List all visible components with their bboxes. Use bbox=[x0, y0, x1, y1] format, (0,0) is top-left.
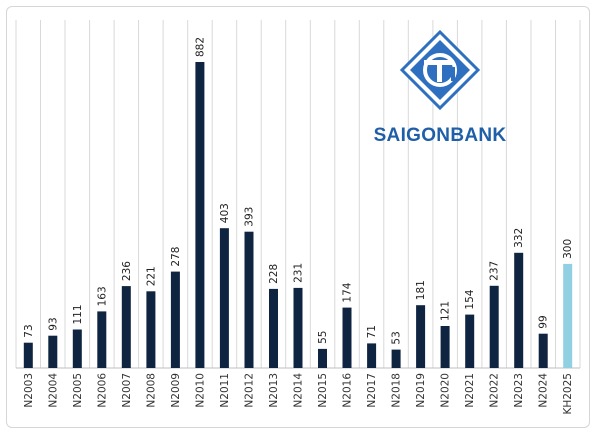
bar-n2013 bbox=[269, 288, 278, 368]
data-label-n2010: 882 bbox=[194, 37, 206, 57]
brand-name: SAIGONBANK bbox=[374, 125, 507, 146]
bar-n2023 bbox=[514, 252, 524, 368]
data-labels: 73 93 111 163 236 221 278 882 403 393 228 231 55 174 7… bbox=[23, 37, 574, 345]
tick-label-n2014: N2014 bbox=[293, 373, 305, 408]
bar-n2020 bbox=[440, 326, 450, 368]
data-label-n2012: 393 bbox=[244, 207, 256, 227]
bar-n2007 bbox=[121, 286, 131, 368]
bar-n2006 bbox=[97, 311, 107, 368]
bar-n2018 bbox=[391, 349, 401, 368]
tick-label-n2004: N2004 bbox=[47, 373, 59, 408]
saigonbank-diamond-icon bbox=[399, 29, 481, 111]
tick-label-n2008: N2008 bbox=[145, 373, 157, 408]
bar-n2005 bbox=[72, 329, 82, 368]
bar-n2021 bbox=[465, 314, 475, 368]
tick-label-n2011: N2011 bbox=[219, 373, 231, 408]
tick-label-n2022: N2022 bbox=[489, 373, 501, 408]
bar-n2012 bbox=[244, 231, 254, 368]
x-tick-labels: N2003 N2004 N2005 N2006 N2007 N2008 N2009 N2010… bbox=[23, 373, 574, 415]
bar-n2008 bbox=[146, 291, 156, 368]
bar-n2011 bbox=[219, 228, 229, 368]
tick-label-n2007: N2007 bbox=[121, 373, 133, 408]
tick-label-n2023: N2023 bbox=[513, 373, 525, 408]
bar-n2015 bbox=[318, 348, 327, 368]
bar-n2009 bbox=[170, 271, 180, 368]
data-label-n2011: 403 bbox=[219, 203, 231, 223]
bar-n2004 bbox=[48, 335, 58, 368]
data-label-n2018: 53 bbox=[391, 331, 403, 344]
data-label-n2013: 228 bbox=[268, 264, 280, 284]
data-label-n2020: 121 bbox=[440, 301, 452, 321]
bar-n2022 bbox=[489, 285, 499, 368]
data-label-n2015: 55 bbox=[317, 331, 329, 344]
data-label-n2004: 93 bbox=[47, 317, 59, 330]
bar-kh2025 bbox=[563, 263, 573, 368]
tick-label-n2003: N2003 bbox=[23, 373, 35, 408]
data-label-n2022: 237 bbox=[489, 261, 501, 281]
tick-label-n2013: N2013 bbox=[268, 373, 280, 408]
tick-label-n2017: N2017 bbox=[366, 373, 378, 408]
tick-label-n2020: N2020 bbox=[440, 373, 452, 408]
data-label-n2014: 231 bbox=[293, 263, 305, 283]
data-label-kh2025: 300 bbox=[562, 239, 574, 259]
tick-label-n2016: N2016 bbox=[342, 373, 354, 408]
bar-n2019 bbox=[416, 305, 426, 368]
data-label-n2006: 163 bbox=[96, 286, 108, 306]
data-label-n2003: 73 bbox=[23, 324, 35, 337]
data-label-n2016: 174 bbox=[342, 282, 354, 302]
tick-label-n2018: N2018 bbox=[391, 373, 403, 408]
bar-n2017 bbox=[367, 343, 377, 368]
tick-label-n2012: N2012 bbox=[244, 373, 256, 408]
tick-label-n2015: N2015 bbox=[317, 373, 329, 408]
tick-label-n2005: N2005 bbox=[72, 373, 84, 408]
saigonbank-logo: SAIGONBANK bbox=[374, 29, 507, 146]
bar-n2016 bbox=[342, 307, 352, 368]
bar-n2014 bbox=[293, 287, 303, 368]
data-label-n2017: 71 bbox=[366, 325, 378, 338]
data-label-n2024: 99 bbox=[538, 315, 550, 328]
bar-n2024 bbox=[538, 333, 548, 368]
tick-label-n2009: N2009 bbox=[170, 373, 182, 408]
bar-n2010 bbox=[195, 62, 205, 368]
data-label-n2008: 221 bbox=[145, 266, 157, 286]
tick-label-n2019: N2019 bbox=[415, 373, 427, 408]
data-label-n2005: 111 bbox=[72, 304, 84, 324]
tick-label-n2024: N2024 bbox=[538, 373, 550, 408]
tick-label-n2010: N2010 bbox=[194, 373, 206, 408]
bar-n2003 bbox=[23, 342, 33, 368]
data-label-n2023: 332 bbox=[513, 228, 525, 248]
data-label-n2019: 181 bbox=[415, 280, 427, 300]
bars bbox=[23, 62, 573, 368]
data-label-n2007: 236 bbox=[121, 261, 133, 281]
data-label-n2021: 154 bbox=[464, 289, 476, 309]
tick-label-kh2025: KH2025 bbox=[562, 373, 574, 415]
tick-label-n2006: N2006 bbox=[96, 373, 108, 408]
tick-label-n2021: N2021 bbox=[464, 373, 476, 408]
data-label-n2009: 278 bbox=[170, 247, 182, 267]
